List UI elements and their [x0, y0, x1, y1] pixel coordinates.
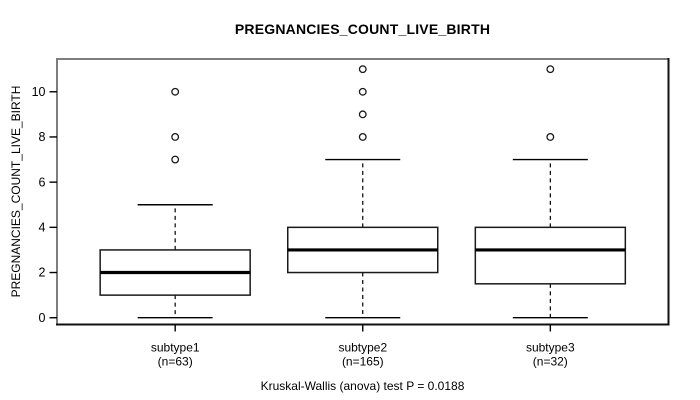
y-tick-label-8: 8 [39, 130, 46, 144]
outlier-point-subtype2-10 [358, 87, 367, 96]
y-tick-label-4: 4 [39, 221, 46, 235]
chart-title: PREGNANCIES_COUNT_LIVE_BIRTH [235, 21, 490, 37]
outlier-point-subtype3-11 [546, 65, 555, 74]
outlier-point-subtype1-10 [171, 87, 180, 96]
outlier-point-subtype2-8 [358, 133, 367, 141]
outlier-point-subtype3-8 [546, 133, 555, 141]
outlier-point-subtype1-8 [171, 133, 180, 141]
outlier-point-subtype1-7 [171, 155, 180, 164]
box-subtype3 [474, 226, 627, 285]
x-group-label-subtype2: subtype2 [338, 341, 387, 355]
x-group-label-subtype3: subtype3 [526, 341, 575, 355]
stat-test-footnote: Kruskal-Wallis (anova) test P = 0.0188 [261, 379, 465, 393]
outlier-point-subtype2-11 [358, 65, 367, 74]
y-tick-label-0: 0 [39, 311, 46, 325]
outlier-point-subtype2-9 [358, 110, 367, 119]
y-axis-label: PREGNANCIES_COUNT_LIVE_BIRTH [9, 86, 23, 298]
x-group-n-subtype3: (n=32) [533, 355, 568, 369]
x-group-n-subtype2: (n=165) [342, 355, 384, 369]
y-tick-label-2: 2 [39, 266, 46, 280]
y-tick-label-10: 10 [32, 85, 46, 99]
y-tick-label-6: 6 [39, 175, 46, 189]
plot-shapes [49, 58, 670, 332]
x-group-n-subtype1: (n=63) [158, 355, 193, 369]
x-group-label-subtype1: subtype1 [151, 341, 200, 355]
